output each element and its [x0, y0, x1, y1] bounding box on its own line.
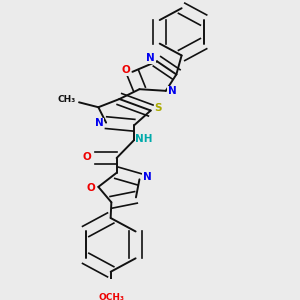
Text: N: N — [168, 86, 176, 97]
Text: NH: NH — [135, 134, 153, 144]
Text: O: O — [83, 152, 92, 162]
Text: O: O — [121, 65, 130, 75]
Text: CH₃: CH₃ — [58, 95, 76, 104]
Text: OCH₃: OCH₃ — [98, 293, 124, 300]
Text: N: N — [146, 53, 155, 63]
Text: N: N — [95, 118, 103, 128]
Text: O: O — [86, 182, 95, 193]
Text: S: S — [155, 103, 162, 113]
Text: N: N — [143, 172, 152, 182]
